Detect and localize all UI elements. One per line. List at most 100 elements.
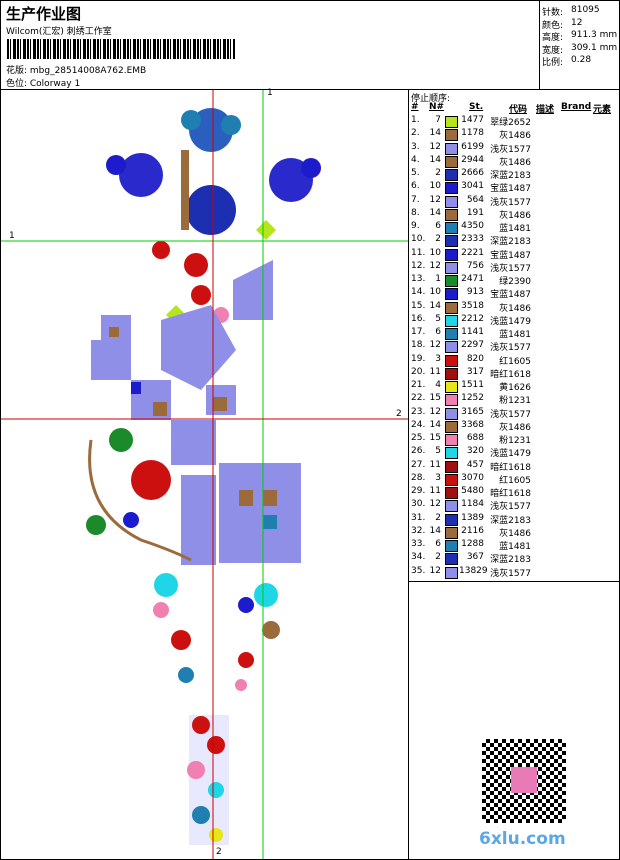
divider	[539, 1, 540, 89]
code: 灰1486	[499, 422, 531, 433]
code: 红1605	[499, 475, 531, 486]
needle: 12	[429, 340, 441, 351]
code: 浅蓝1479	[490, 316, 531, 327]
embroidery-bottom	[153, 573, 280, 845]
row-index: 13.	[411, 274, 426, 284]
row-index: 14.	[411, 287, 426, 298]
color-swatch	[445, 182, 458, 195]
row-index: 21.	[411, 380, 426, 390]
code: 宝蓝1487	[490, 184, 531, 195]
color-swatch	[445, 129, 458, 142]
row-index: 32.	[411, 525, 426, 536]
needle: 6	[435, 327, 441, 337]
stitches: 1288	[461, 539, 484, 549]
stat-label: 颜色:	[542, 20, 564, 31]
row-index: 9.	[411, 221, 420, 231]
color-swatch	[445, 116, 458, 128]
column-header: N#	[429, 102, 445, 112]
stat-label: 比例:	[542, 58, 564, 68]
qr-logo	[511, 767, 537, 793]
color-swatch	[445, 275, 458, 287]
code: 红1605	[499, 356, 531, 367]
column-header: Brand	[561, 102, 592, 112]
guide-label: 1	[267, 88, 273, 98]
code: 深蓝2183	[490, 555, 531, 566]
needle: 14	[429, 419, 441, 430]
stat-label: 针数:	[542, 8, 564, 18]
row-index: 11.	[411, 247, 426, 258]
stitches: 2471	[461, 274, 484, 284]
row-index: 30.	[411, 499, 426, 510]
design-preview	[1, 90, 408, 859]
column-header: 描述	[536, 105, 555, 115]
row-index: 4.	[411, 154, 420, 165]
embroidery-top	[106, 108, 321, 325]
color-swatch	[445, 288, 458, 301]
stitches: 3041	[461, 181, 484, 192]
code: 蓝1481	[499, 224, 531, 234]
needle: 3	[435, 472, 441, 483]
stitches: 4350	[461, 221, 484, 231]
row-index: 3.	[411, 141, 420, 152]
guide-label: 1	[9, 231, 15, 241]
needle: 2	[435, 512, 441, 523]
stitches: 1252	[461, 393, 484, 404]
needle: 10	[429, 181, 441, 192]
code: 浅灰1577	[490, 263, 531, 274]
needle: 7	[435, 115, 441, 125]
needle: 5	[435, 313, 441, 324]
color-swatch	[445, 487, 458, 499]
color-swatch	[445, 314, 458, 327]
stitches: 457	[466, 459, 484, 470]
column-header: #	[411, 102, 419, 112]
row-index: 20.	[411, 366, 426, 377]
needle: 11	[429, 366, 441, 377]
color-swatch	[445, 248, 458, 261]
stat-value: 0.28	[571, 55, 592, 65]
code: 浅灰1577	[490, 343, 531, 354]
needle: 12	[429, 406, 441, 417]
row-index: 28.	[411, 472, 426, 483]
stitches: 820	[466, 353, 484, 364]
needle: 10	[429, 287, 441, 298]
stitches: 3070	[461, 472, 484, 483]
stitches: 13829	[459, 565, 488, 576]
row-index: 35.	[411, 565, 426, 576]
color-swatch	[445, 526, 458, 539]
color-swatch	[445, 566, 458, 579]
color-swatch	[445, 553, 458, 566]
color-swatch	[445, 261, 458, 274]
code: 绿2390	[499, 277, 531, 287]
stitches: 2944	[461, 154, 484, 165]
needle: 2	[435, 168, 441, 178]
needle: 10	[429, 247, 441, 258]
color-swatch	[445, 222, 458, 234]
code: 深蓝2183	[490, 515, 531, 526]
color-swatch	[445, 328, 458, 340]
guide-label: 2	[216, 847, 222, 857]
row-index: 34.	[411, 552, 426, 563]
stitches: 1511	[461, 380, 484, 390]
stitches: 1184	[461, 499, 484, 510]
needle: 12	[429, 565, 441, 576]
needle: 14	[429, 300, 441, 311]
row-index: 8.	[411, 207, 420, 218]
needle: 11	[429, 459, 441, 470]
code: 灰1486	[499, 157, 531, 168]
stat-label: 高度:	[542, 33, 564, 43]
needle: 12	[429, 194, 441, 205]
stitches: 1389	[461, 512, 484, 523]
code: 灰1486	[499, 528, 531, 539]
code: 浅灰1577	[490, 144, 531, 155]
color-swatch	[445, 195, 458, 208]
code: 翠绿2652	[490, 118, 531, 128]
code: 浅灰1577	[490, 197, 531, 208]
needle: 15	[429, 433, 441, 443]
code: 宝蓝1487	[490, 250, 531, 261]
color-swatch	[445, 142, 458, 155]
barcode	[7, 39, 235, 59]
color-swatch	[445, 434, 458, 446]
row-index: 29.	[411, 486, 426, 496]
stitches: 1141	[461, 327, 484, 337]
color-swatch	[445, 301, 458, 314]
